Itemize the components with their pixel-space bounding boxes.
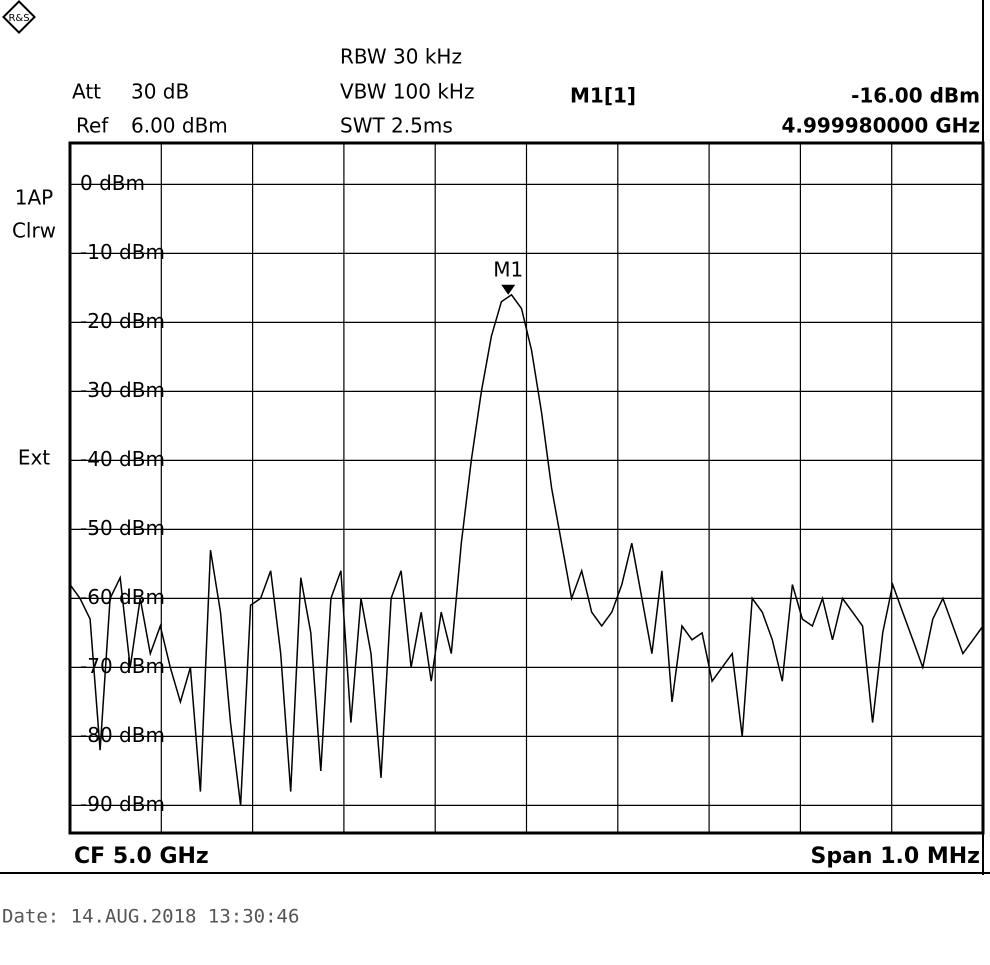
y-tick-label: -30 dBm bbox=[80, 378, 165, 402]
logo: R&S bbox=[2, 0, 36, 34]
y-tick-label: -80 dBm bbox=[80, 723, 165, 747]
marker-level: -16.00 dBm bbox=[851, 84, 980, 108]
y-tick-label: 0 dBm bbox=[80, 171, 145, 195]
svg-text:R&S: R&S bbox=[8, 13, 29, 24]
ref-value: 6.00 dBm bbox=[131, 114, 228, 138]
ref-label: Ref bbox=[76, 114, 109, 138]
span: Span 1.0 MHz bbox=[810, 844, 980, 869]
marker-readout: M1[1] bbox=[570, 84, 636, 108]
y-tick-label: -90 dBm bbox=[80, 792, 165, 816]
date: Date: 14.AUG.2018 13:30:46 bbox=[2, 906, 299, 928]
y-tick-label: -50 dBm bbox=[80, 516, 165, 540]
swt: SWT 2.5ms bbox=[340, 114, 453, 138]
y-tick-label: -10 dBm bbox=[80, 240, 165, 264]
y-tick-label: -20 dBm bbox=[80, 309, 165, 333]
att-value: 30 dB bbox=[131, 80, 189, 104]
plot-frame bbox=[68, 141, 985, 835]
trigger: Ext bbox=[18, 446, 50, 470]
marker-frequency: 4.999980000 GHz bbox=[781, 114, 980, 138]
rbw: RBW 30 kHz bbox=[340, 45, 462, 69]
trace bbox=[69, 293, 984, 806]
marker-label: M1 bbox=[493, 257, 523, 281]
y-tick-label: -40 dBm bbox=[80, 447, 165, 471]
marker bbox=[501, 284, 516, 295]
att-label: Att bbox=[72, 80, 101, 104]
vertical-grid bbox=[160, 143, 893, 833]
trace-mode: 1AP bbox=[15, 186, 53, 210]
vbw: VBW 100 kHz bbox=[340, 80, 474, 104]
center-frequency: CF 5.0 GHz bbox=[74, 844, 209, 869]
trace-clear: Clrw bbox=[12, 219, 56, 243]
